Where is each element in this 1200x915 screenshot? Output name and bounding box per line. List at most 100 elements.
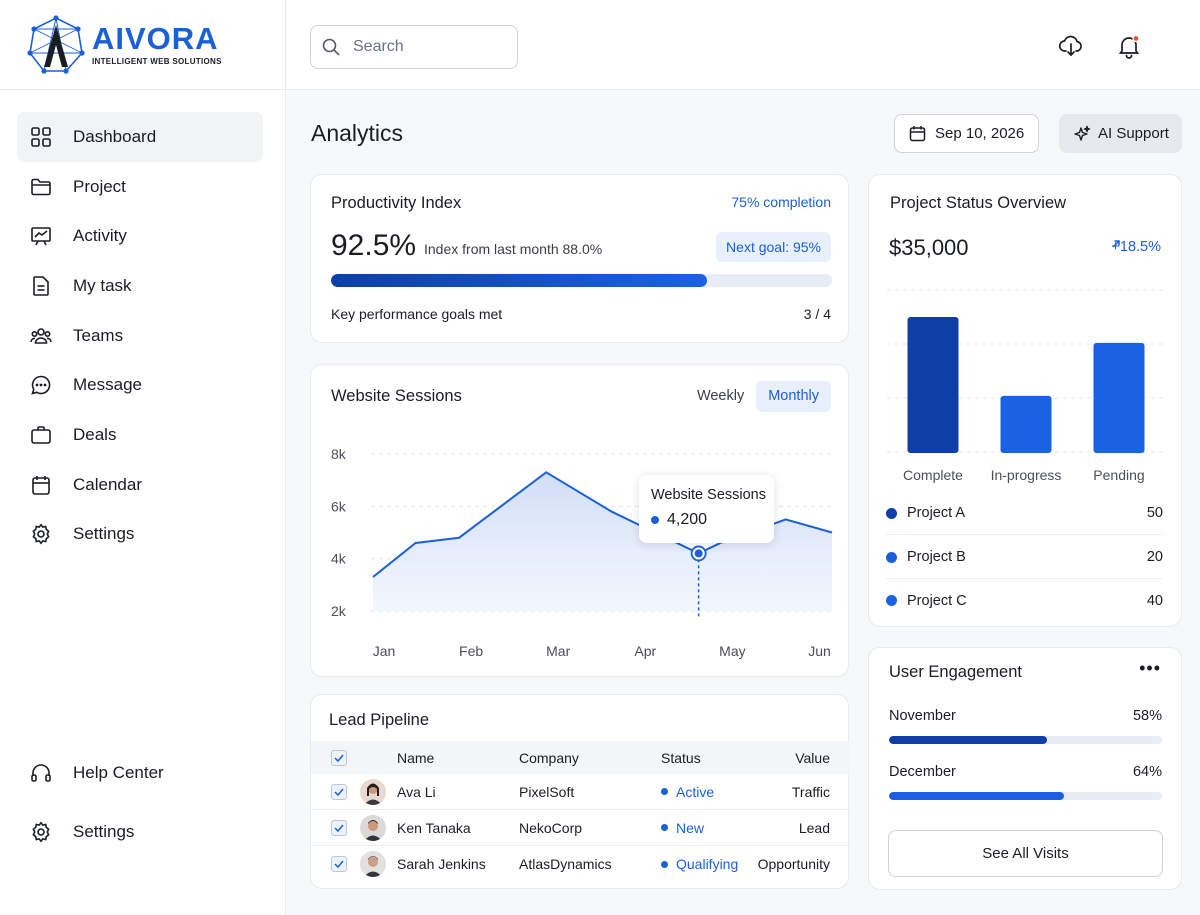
sidebar-item-message[interactable]: Message	[17, 360, 263, 410]
completion-link[interactable]: 75% completion	[731, 194, 831, 210]
sidebar-item-help-center[interactable]: Help Center	[17, 743, 263, 802]
engagement-label: December	[889, 764, 956, 780]
ai-support-label: AI Support	[1098, 125, 1169, 142]
project-status-chart: Complete In-progress Pending	[887, 289, 1165, 483]
tooltip-dot	[651, 516, 659, 524]
lead-value: Traffic	[791, 783, 830, 800]
arrow-up-right-icon	[1112, 240, 1121, 248]
period-tabs: Weekly Monthly	[685, 381, 831, 412]
growth-indicator: +18.5%	[1111, 239, 1161, 255]
legend-item-project-a: Project A 50	[886, 492, 1163, 535]
search-input[interactable]	[353, 38, 503, 56]
bar-pending	[1093, 342, 1145, 453]
status-label: Qualifying	[676, 856, 739, 872]
engagement-percent: 64%	[1132, 764, 1162, 780]
status-label: New	[676, 819, 705, 836]
next-goal-badge: Next goal: 95%	[716, 232, 831, 262]
legend-item-project-c: Project C 40	[886, 579, 1163, 622]
tab-weekly[interactable]: Weekly	[696, 388, 745, 404]
ai-support-button[interactable]: AI Support	[1059, 114, 1182, 153]
page-title: Analytics	[311, 120, 404, 146]
status-badge: Qualifying	[661, 856, 738, 872]
status-dot	[661, 860, 668, 868]
card-title: Lead Pipeline	[329, 711, 429, 729]
sidebar-item-label: Teams	[73, 325, 124, 345]
card-title: Productivity Index	[331, 194, 462, 212]
sidebar-item-bottom-settings[interactable]: Settings	[17, 802, 263, 861]
sidebar-item-label: Calendar	[73, 474, 142, 494]
headphones-icon	[30, 762, 52, 784]
calendar-icon	[30, 474, 52, 496]
x-tick-label: Apr	[634, 643, 656, 659]
row-checkbox[interactable]	[331, 819, 347, 836]
lead-company: NekoCorp	[519, 819, 583, 836]
sidebar-item-teams[interactable]: Teams	[17, 311, 263, 361]
sidebar-item-deals[interactable]: Deals	[17, 410, 263, 460]
lead-name: Ava Li	[397, 783, 436, 800]
sidebar: AIVORA INTELLIGENT WEB SOLUTIONS Dashboa…	[0, 0, 286, 915]
sidebar-bottom-nav: Help Center Settings	[17, 743, 263, 861]
status-badge: New	[661, 820, 704, 836]
cloud-download-icon[interactable]	[1058, 33, 1084, 59]
productivity-card: Productivity Index 75% completion 92.5% …	[310, 174, 849, 343]
tooltip-title: Website Sessions	[651, 487, 766, 503]
lead-value: Opportunity	[757, 856, 830, 872]
search-box[interactable]	[310, 25, 518, 69]
sidebar-item-my-task[interactable]: My task	[17, 261, 263, 311]
engagement-bar	[889, 736, 1162, 744]
project-amount: $35,000	[889, 235, 969, 260]
sidebar-item-activity[interactable]: Activity	[17, 211, 263, 261]
legend-value: 20	[1146, 549, 1163, 565]
table-row[interactable]: Ava Li PixelSoft Active Traffic	[311, 774, 850, 810]
legend-label: Project A	[907, 505, 966, 521]
lead-value: Lead	[798, 819, 830, 836]
lead-company: AtlasDynamics	[519, 856, 612, 872]
column-header-company[interactable]: Company	[519, 749, 579, 766]
gear-icon	[30, 821, 52, 843]
legend-value: 50	[1146, 505, 1163, 521]
avatar	[360, 851, 386, 877]
sidebar-item-label: Message	[73, 375, 142, 395]
row-checkbox[interactable]	[331, 856, 347, 872]
more-options-icon[interactable]: •••	[1139, 658, 1161, 678]
y-tick-label: 4k	[331, 551, 347, 567]
legend-item-project-b: Project B 20	[886, 536, 1163, 579]
project-status-card: Complete In-progress Pending Project Statu…	[868, 174, 1182, 627]
column-header-status[interactable]: Status	[661, 749, 701, 766]
lead-name: Sarah Jenkins	[397, 856, 486, 872]
column-header-name[interactable]: Name	[397, 749, 435, 766]
kpi-label: Key performance goals met	[331, 306, 503, 322]
table-row[interactable]: Sarah Jenkins AtlasDynamics Qualifying O…	[311, 846, 850, 882]
document-icon	[30, 275, 52, 297]
growth-value: +18.5%	[1111, 239, 1161, 255]
row-checkbox[interactable]	[331, 783, 347, 800]
brand-logo[interactable]: AIVORA INTELLIGENT WEB SOLUTIONS	[0, 0, 285, 90]
status-badge: Active	[661, 784, 714, 800]
sidebar-item-settings[interactable]: Settings	[17, 510, 263, 560]
search-icon	[322, 38, 340, 56]
date-picker-button[interactable]: Sep 10, 2026	[894, 114, 1039, 153]
status-label: Active	[676, 783, 715, 800]
x-tick-label: Mar	[546, 643, 570, 659]
sidebar-nav: Dashboard Project Activity My task Teams	[17, 112, 263, 559]
y-tick-label: 2k	[331, 603, 347, 619]
see-all-visits-button[interactable]: See All Visits	[888, 830, 1163, 877]
sidebar-item-label: Dashboard	[73, 126, 157, 146]
sidebar-item-dashboard[interactable]: Dashboard	[17, 112, 263, 162]
column-header-value[interactable]: Value	[795, 749, 830, 766]
tab-monthly[interactable]: Monthly	[756, 381, 831, 412]
select-all-checkbox[interactable]	[331, 749, 347, 766]
card-title: Project Status Overview	[890, 194, 1067, 212]
table-row[interactable]: Ken Tanaka NekoCorp New Lead	[311, 810, 850, 846]
brand-tagline: INTELLIGENT WEB SOLUTIONS	[92, 57, 222, 66]
bar-label: Complete	[903, 467, 963, 483]
sidebar-item-project[interactable]: Project	[17, 162, 263, 212]
people-icon	[30, 325, 52, 347]
lead-table: Name Company Status Value Ava Li PixelSo…	[311, 741, 850, 882]
sidebar-item-calendar[interactable]: Calendar	[17, 460, 263, 510]
lead-company: PixelSoft	[519, 783, 575, 800]
legend-label: Project B	[907, 549, 966, 565]
sidebar-item-label: My task	[73, 275, 132, 295]
tooltip-value: 4,200	[667, 511, 708, 528]
bell-icon[interactable]	[1116, 33, 1142, 59]
